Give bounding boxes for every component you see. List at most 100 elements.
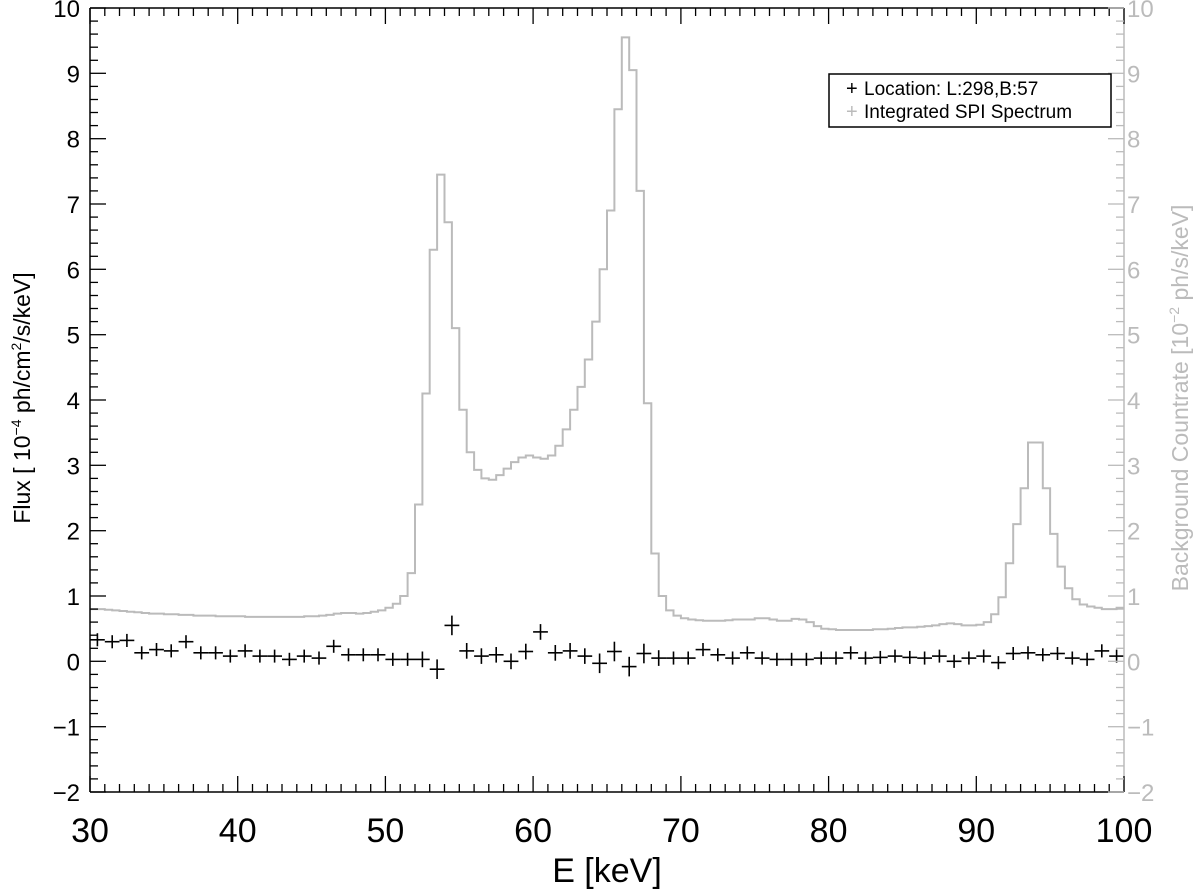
flux-point: [961, 651, 977, 665]
legend: + Location: L:298,B:57 + Integrated SPI …: [828, 73, 1112, 128]
y-right-tick-label: 9: [1127, 61, 1140, 88]
y-left-tick-label: 1: [67, 584, 80, 611]
flux-point: [887, 649, 903, 663]
x-tick-label: 50: [366, 812, 404, 850]
flux-point: [607, 641, 622, 662]
x-tick-label: 90: [957, 812, 995, 850]
y-right-tick-label: −2: [1127, 780, 1154, 807]
flux-point: [547, 645, 563, 661]
y-left-tick-label: 5: [67, 323, 80, 350]
flux-point: [370, 648, 386, 662]
flux-point: [222, 649, 238, 663]
left-y-tick-labels: −2 −1 0 1 2 3 4 5 6 7 8 9 10: [53, 0, 80, 807]
flux-point: [577, 648, 593, 664]
flux-point: [134, 646, 150, 660]
flux-point: [355, 648, 371, 662]
flux-point: [813, 651, 829, 665]
x-tick-label: 100: [1096, 812, 1153, 850]
y-right-tick-label: 4: [1127, 388, 1140, 415]
flux-point: [296, 649, 312, 663]
flux-point: [533, 624, 548, 640]
flux-point: [208, 646, 223, 660]
flux-point: [385, 652, 401, 666]
flux-point: [843, 646, 859, 660]
background-spectrum-line: [90, 36, 1124, 631]
right-y-axis-ticks: [1108, 7, 1124, 793]
flux-point: [636, 643, 652, 664]
flux-point: [444, 615, 460, 636]
x-tick-label: 80: [810, 812, 848, 850]
flux-point: [1005, 647, 1021, 660]
flux-point: [149, 643, 164, 657]
flux-point: [311, 651, 327, 665]
y-right-tick-label: 5: [1127, 323, 1140, 350]
flux-data-points: [90, 615, 1124, 679]
flux-point: [400, 652, 415, 666]
right-y-axis-label: Background Countrate [10−2 ph/s/keV]: [1166, 205, 1193, 592]
y-left-tick-label: 9: [67, 61, 80, 88]
flux-point: [710, 648, 726, 662]
x-tick-label: 40: [219, 812, 257, 850]
left-y-axis-ticks: [90, 7, 106, 793]
x-tick-label: 30: [71, 812, 109, 850]
flux-point: [163, 644, 179, 658]
y-right-tick-label: 3: [1127, 453, 1140, 480]
y-left-tick-label: 6: [67, 257, 80, 284]
y-right-tick-label: 1: [1127, 584, 1140, 611]
right-y-tick-labels: −2 −1 0 1 2 3 4 5 6 7 8 9 10: [1127, 0, 1154, 807]
flux-point: [769, 652, 785, 666]
y-left-tick-label: 10: [53, 0, 80, 23]
y-right-tick-label: 7: [1127, 192, 1140, 219]
legend-symbol-integrated: +: [846, 101, 858, 123]
y-left-tick-label: 4: [67, 388, 80, 415]
flux-point: [651, 650, 667, 666]
legend-box: [828, 73, 1112, 128]
flux-point: [119, 633, 135, 647]
flux-point: [799, 652, 814, 666]
flux-point: [1109, 649, 1124, 663]
y-left-tick-label: 0: [67, 649, 80, 676]
flux-point: [976, 649, 992, 663]
flux-point: [488, 647, 504, 663]
flux-point: [858, 651, 873, 665]
x-axis-tick-labels: 30 40 50 60 70 80 90 100: [71, 812, 1152, 850]
flux-point: [592, 653, 607, 674]
legend-symbol-location: +: [846, 78, 858, 100]
flux-point: [341, 648, 356, 662]
flux-point: [666, 651, 681, 665]
y-right-tick-label: 8: [1127, 127, 1140, 154]
flux-point: [695, 643, 711, 657]
flux-point: [562, 643, 578, 659]
flux-point: [1094, 644, 1110, 658]
flux-point: [680, 651, 696, 665]
flux-point: [178, 635, 194, 649]
flux-point: [932, 649, 947, 663]
flux-point: [784, 652, 799, 666]
y-right-tick-label: −1: [1127, 715, 1154, 742]
y-right-tick-label: 2: [1127, 519, 1140, 546]
y-right-tick-label: 0: [1127, 649, 1140, 676]
x-axis-label: E [keV]: [552, 852, 662, 890]
legend-label-location: Location: L:298,B:57: [864, 79, 1038, 100]
flux-point: [902, 650, 918, 664]
flux-point: [621, 656, 637, 677]
y-left-tick-label: 3: [67, 453, 80, 480]
flux-point: [1064, 651, 1080, 665]
y-left-tick-label: −2: [53, 780, 80, 807]
y-right-tick-label: 6: [1127, 257, 1140, 284]
flux-point: [754, 651, 770, 665]
flux-point: [267, 649, 282, 663]
y-left-tick-label: 2: [67, 519, 80, 546]
flux-point: [1050, 647, 1065, 660]
flux-point: [252, 649, 268, 663]
y-right-tick-label: 10: [1127, 0, 1154, 23]
flux-point: [459, 643, 475, 659]
y-left-tick-label: 8: [67, 127, 80, 154]
legend-label-integrated: Integrated SPI Spectrum: [864, 102, 1072, 123]
flux-point: [415, 651, 430, 668]
flux-point: [917, 651, 932, 665]
flux-point: [429, 659, 445, 679]
y-left-tick-label: 7: [67, 192, 80, 219]
flux-point: [282, 652, 297, 666]
